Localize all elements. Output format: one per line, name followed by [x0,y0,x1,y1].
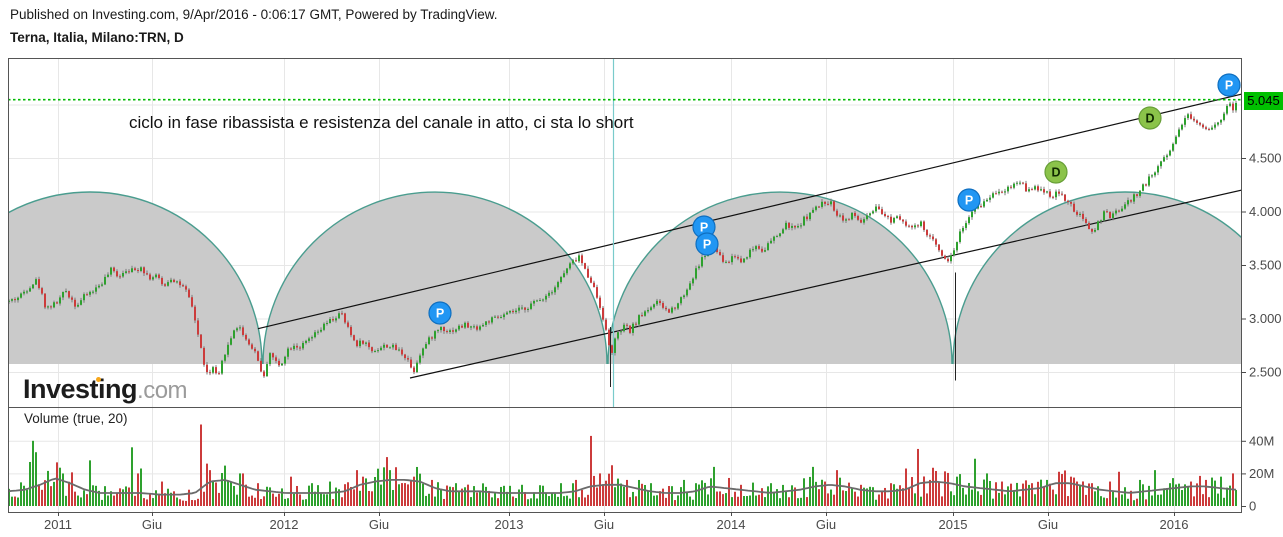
time-axis-tick-label: 2016 [1160,517,1189,532]
time-axis-tick-label: 2012 [270,517,299,532]
time-axis-tick-label: 2015 [939,517,968,532]
volume-ma-line [8,477,1237,496]
volume-bars [8,424,1237,506]
price-axis-tick-label: 4.500 [1249,151,1282,166]
marker-letter: P [965,194,973,208]
time-axis-tick-label: 2014 [717,517,746,532]
candlesticks [8,100,1237,378]
volume-pane-border [8,407,1242,513]
volume-pane-label: Volume (true, 20) [24,411,128,426]
time-axis-tick-label: Giu [142,517,162,532]
time-axis-tick-label: Giu [816,517,836,532]
p-marker-icon[interactable] [695,232,719,256]
watermark-brand: Investing [23,374,138,404]
time-axis-tick-label: Giu [369,517,389,532]
d-marker-icon[interactable] [1044,160,1068,184]
marker-letter: P [1225,79,1233,93]
flash-spike-lines [610,272,956,387]
time-axis-tick-label: 2011 [44,517,72,532]
volume-axis-tick-label: 0 [1249,499,1256,514]
volume-axis-tick-label: 40M [1249,433,1274,448]
marker-letter: D [1051,166,1060,180]
time-axis-tick-label: 2013 [495,517,524,532]
chart-annotation-text: ciclo in fase ribassista e resistenza de… [129,113,634,132]
volume-axis-tick-label: 20M [1249,466,1274,481]
marker-letter: P [700,221,708,235]
d-marker-icon[interactable] [1138,106,1162,130]
p-marker-icon[interactable] [957,188,981,212]
watermark-orange-dot-icon [96,377,101,382]
published-line: Published on Investing.com, 9/Apr/2016 -… [10,7,498,22]
instrument-title: Terna, Italia, Milano:TRN, D [10,30,184,45]
marker-letter: P [703,238,711,252]
investing-watermark: Investing.com [23,374,188,405]
p-marker-icon[interactable] [428,301,452,325]
time-axis-tick-label: Giu [1038,517,1058,532]
price-axis-tick-label: 3.500 [1249,258,1282,273]
price-axis-tick-label: 4.000 [1249,204,1282,219]
marker-letter: P [436,307,444,321]
price-axis-tick-label: 3.000 [1249,311,1282,326]
time-axis-tick-label: Giu [594,517,614,532]
cycle-arcs [8,191,1241,365]
p-marker-icon[interactable] [1217,73,1241,97]
watermark-suffix: .com [137,377,188,404]
marker-letter: D [1145,112,1154,126]
price-axis-tick-label: 2.500 [1249,365,1282,380]
channel-lines[interactable] [257,93,1242,379]
last-price-badge: 5.045 [1244,92,1283,110]
axis-labels: 4.500 4.000 3.500 3.000 2.500 40M 20M 0 2011 Giu 2… [44,151,1282,533]
